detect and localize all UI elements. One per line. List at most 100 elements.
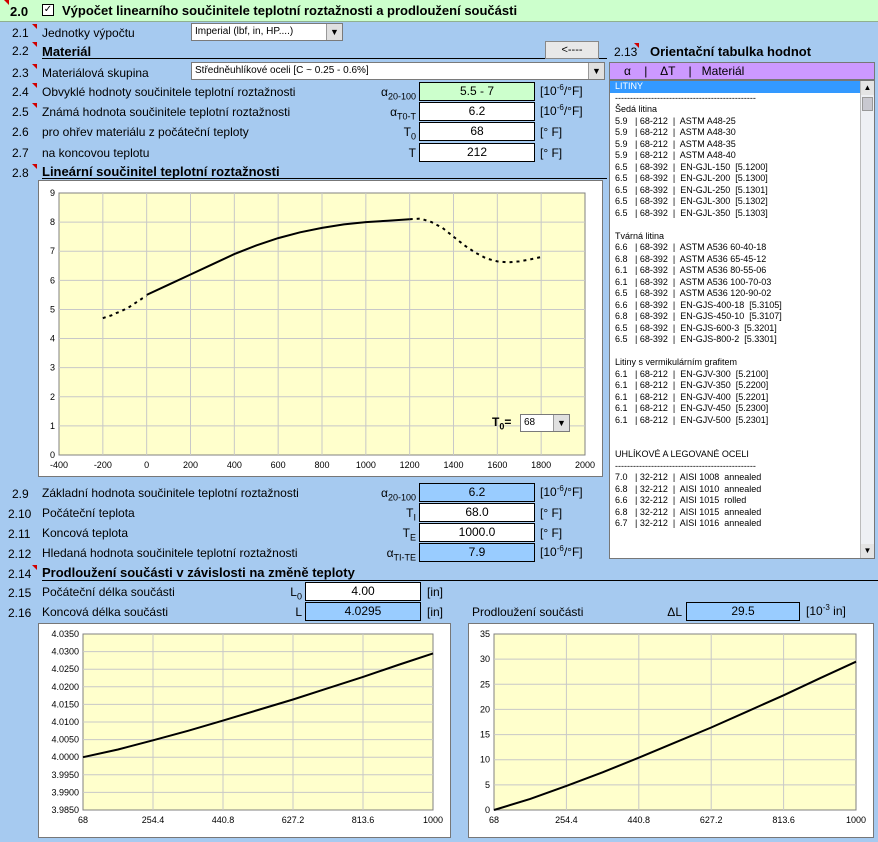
target-alpha-value: 7.9 bbox=[419, 543, 535, 562]
comment-marker bbox=[32, 565, 37, 570]
known-alpha-input[interactable]: 6.2 bbox=[419, 102, 535, 121]
table-row[interactable]: Tvárná litina bbox=[615, 230, 665, 241]
series-line-0 bbox=[102, 295, 148, 320]
row-number: 2.10 bbox=[8, 507, 32, 521]
table-row[interactable] bbox=[610, 426, 874, 438]
table-row[interactable]: 6.1 | 68-212 | EN-GJV-350 [5.2200] bbox=[615, 380, 769, 390]
table-row[interactable]: 6.5 | 68-392 | ASTM A536 120-90-02 bbox=[615, 288, 772, 298]
table-row[interactable]: 6.1 | 68-212 | EN-GJV-300 [5.2100] bbox=[615, 368, 769, 379]
y-tick-label: 4.0050 bbox=[51, 735, 79, 745]
scroll-down-icon[interactable]: ▼ bbox=[861, 544, 874, 558]
copy-material-button[interactable]: <---- bbox=[545, 41, 599, 59]
row-number: 2.12 bbox=[8, 547, 32, 561]
table-row[interactable]: 6.8 | 32-212 | AISI 1010 annealed bbox=[615, 483, 762, 494]
table-row[interactable] bbox=[610, 346, 874, 358]
unit-label: [° F] bbox=[540, 506, 563, 520]
table-row[interactable]: LITINY bbox=[610, 81, 874, 93]
table-row[interactable]: 6.5 | 68-392 | EN-GJL-150 [5.1200] bbox=[615, 161, 768, 172]
table-row[interactable]: ----------------------------------------… bbox=[615, 460, 756, 471]
plot-area bbox=[493, 633, 857, 811]
x-tick-label: 813.6 bbox=[352, 815, 375, 825]
final-length-label: Koncová délka součásti bbox=[42, 605, 169, 619]
chevron-down-icon[interactable]: ▼ bbox=[553, 415, 569, 431]
initial-length-label: Počáteční délka součásti bbox=[42, 585, 175, 599]
x-tick-label: 813.6 bbox=[772, 815, 795, 825]
table-row[interactable]: 6.5 | 68-392 | EN-GJS-600-3 [5.3201] bbox=[615, 322, 777, 333]
reference-table-title: Orientační tabulka hodnot bbox=[650, 44, 812, 59]
scrollbar[interactable]: ▲ ▼ bbox=[860, 81, 874, 558]
divider bbox=[42, 58, 607, 59]
row-number: 2.15 bbox=[8, 586, 32, 600]
table-row[interactable]: 7.0 | 32-212 | AISI 1008 annealed bbox=[615, 472, 762, 482]
table-row[interactable]: UHLÍKOVÉ A LEGOVANÉ OCELI bbox=[615, 449, 749, 459]
table-row[interactable]: 6.1 | 68-212 | EN-GJV-400 [5.2201] bbox=[615, 391, 769, 402]
table-row[interactable]: 6.1 | 68-212 | EN-GJV-450 [5.2300] bbox=[615, 403, 769, 413]
y-tick-label: 20 bbox=[480, 704, 490, 714]
table-row[interactable]: 6.8 | 68-392 | EN-GJS-450-10 [5.3107] bbox=[615, 311, 782, 321]
y-tick-label: 3.9850 bbox=[51, 805, 79, 815]
table-row[interactable]: 5.9 | 68-212 | ASTM A48-40 bbox=[615, 150, 736, 160]
y-tick-label: 1 bbox=[50, 421, 55, 431]
table-row[interactable]: 6.7 | 32-212 | AISI 1016 annealed bbox=[615, 518, 762, 528]
y-tick-label: 10 bbox=[480, 755, 490, 765]
base-alpha-value: 6.2 bbox=[419, 483, 535, 502]
final-temp-input[interactable]: 1000.0 bbox=[419, 523, 535, 542]
table-row[interactable]: 6.6 | 68-392 | EN-GJS-400-18 [5.3105] bbox=[615, 299, 782, 310]
table-row[interactable]: 6.6 | 32-212 | AISI 1015 rolled bbox=[615, 495, 747, 505]
chevron-down-icon[interactable]: ▼ bbox=[326, 24, 342, 40]
table-row[interactable]: 6.1 | 68-392 | ASTM A536 100-70-03 bbox=[615, 276, 772, 287]
table-row[interactable]: 6.5 | 68-392 | EN-GJL-250 [5.1301] bbox=[615, 184, 768, 195]
table-row[interactable]: 5.9 | 68-212 | ASTM A48-35 bbox=[615, 138, 736, 149]
table-row[interactable]: 6.5 | 68-392 | EN-GJS-800-2 [5.3301] bbox=[615, 334, 777, 344]
table-row[interactable]: 6.1 | 68-212 | EN-GJV-500 [5.2301] bbox=[615, 414, 769, 425]
alpha-chart-heading: Lineární součinitel teplotní roztažnosti bbox=[42, 164, 280, 179]
table-row[interactable]: ----------------------------------------… bbox=[615, 92, 756, 103]
chevron-down-icon[interactable]: ▼ bbox=[588, 63, 604, 79]
ti-symbol: TI bbox=[406, 506, 416, 523]
units-select[interactable]: Imperial (lbf, in, HP....) ▼ bbox=[191, 23, 343, 41]
table-row[interactable]: 6.5 | 68-392 | EN-GJL-200 [5.1300] bbox=[615, 173, 768, 183]
scroll-thumb[interactable] bbox=[862, 97, 873, 111]
row-number: 2.3 bbox=[12, 66, 29, 80]
table-row[interactable]: 5.9 | 68-212 | ASTM A48-25 bbox=[615, 115, 736, 126]
alpha-symbol: α20-100 bbox=[381, 486, 416, 503]
series-line-0 bbox=[493, 660, 857, 811]
section-checkbox[interactable]: ✓ bbox=[42, 4, 54, 16]
unit-label: [in] bbox=[427, 585, 444, 599]
final-temp-label: Koncová teplota bbox=[42, 526, 129, 540]
table-row[interactable] bbox=[610, 438, 874, 450]
table-row[interactable] bbox=[610, 219, 874, 231]
section-number: 2.0 bbox=[10, 4, 29, 19]
y-tick-label: 4.0350 bbox=[51, 629, 79, 639]
table-row[interactable]: 5.9 | 68-212 | ASTM A48-30 bbox=[615, 127, 736, 137]
x-tick-label: 800 bbox=[314, 460, 329, 470]
reference-table-header: α | ΔT | Materiál bbox=[609, 62, 875, 80]
length-chart: 3.9850 3.9900 3.9950 4.0000 4.0050 4.0100 4.01… bbox=[38, 623, 451, 838]
table-row[interactable]: 6.1 | 68-392 | ASTM A536 80-55-06 bbox=[615, 265, 767, 275]
scroll-up-icon[interactable]: ▲ bbox=[861, 81, 874, 95]
x-tick-label: 1200 bbox=[400, 460, 420, 470]
table-row[interactable]: 6.5 | 68-392 | EN-GJL-300 [5.1302] bbox=[615, 196, 768, 206]
t0-select[interactable]: 68 ▼ bbox=[520, 414, 570, 432]
table-row[interactable]: 6.5 | 68-392 | EN-GJL-350 [5.1303] bbox=[615, 207, 768, 218]
initial-length-input[interactable]: 4.00 bbox=[305, 582, 421, 601]
table-row[interactable]: 6.8 | 32-212 | AISI 1015 annealed bbox=[615, 506, 762, 517]
table-row[interactable]: Šedá litina bbox=[615, 104, 658, 114]
reference-table-list[interactable]: LITINY ----------------------------------… bbox=[609, 80, 875, 559]
units-select-value: Imperial (lbf, in, HP....) bbox=[195, 26, 294, 37]
initial-temp-input[interactable]: 68.0 bbox=[419, 503, 535, 522]
divider bbox=[42, 178, 607, 179]
material-group-select[interactable]: Středněuhlíkové oceli [C ~ 0.25 - 0.6%] ▼ bbox=[191, 62, 605, 80]
te-symbol: TE bbox=[402, 526, 416, 543]
comment-marker bbox=[32, 24, 37, 29]
table-row[interactable]: 6.8 | 68-392 | ASTM A536 65-45-12 bbox=[615, 253, 767, 264]
table-row[interactable]: Litiny s vermikulárním grafitem bbox=[615, 357, 738, 367]
end-temp-input[interactable]: 212 bbox=[419, 143, 535, 162]
table-row[interactable]: 6.6 | 68-392 | ASTM A536 60-40-18 bbox=[615, 242, 767, 252]
delta-l-symbol: ΔL bbox=[667, 605, 682, 619]
material-heading: Materiál bbox=[42, 44, 92, 59]
t-symbol: T bbox=[408, 146, 416, 160]
y-tick-label: 4.0000 bbox=[51, 752, 79, 762]
row-number: 2.5 bbox=[12, 105, 29, 119]
start-temp-input[interactable]: 68 bbox=[419, 122, 535, 141]
